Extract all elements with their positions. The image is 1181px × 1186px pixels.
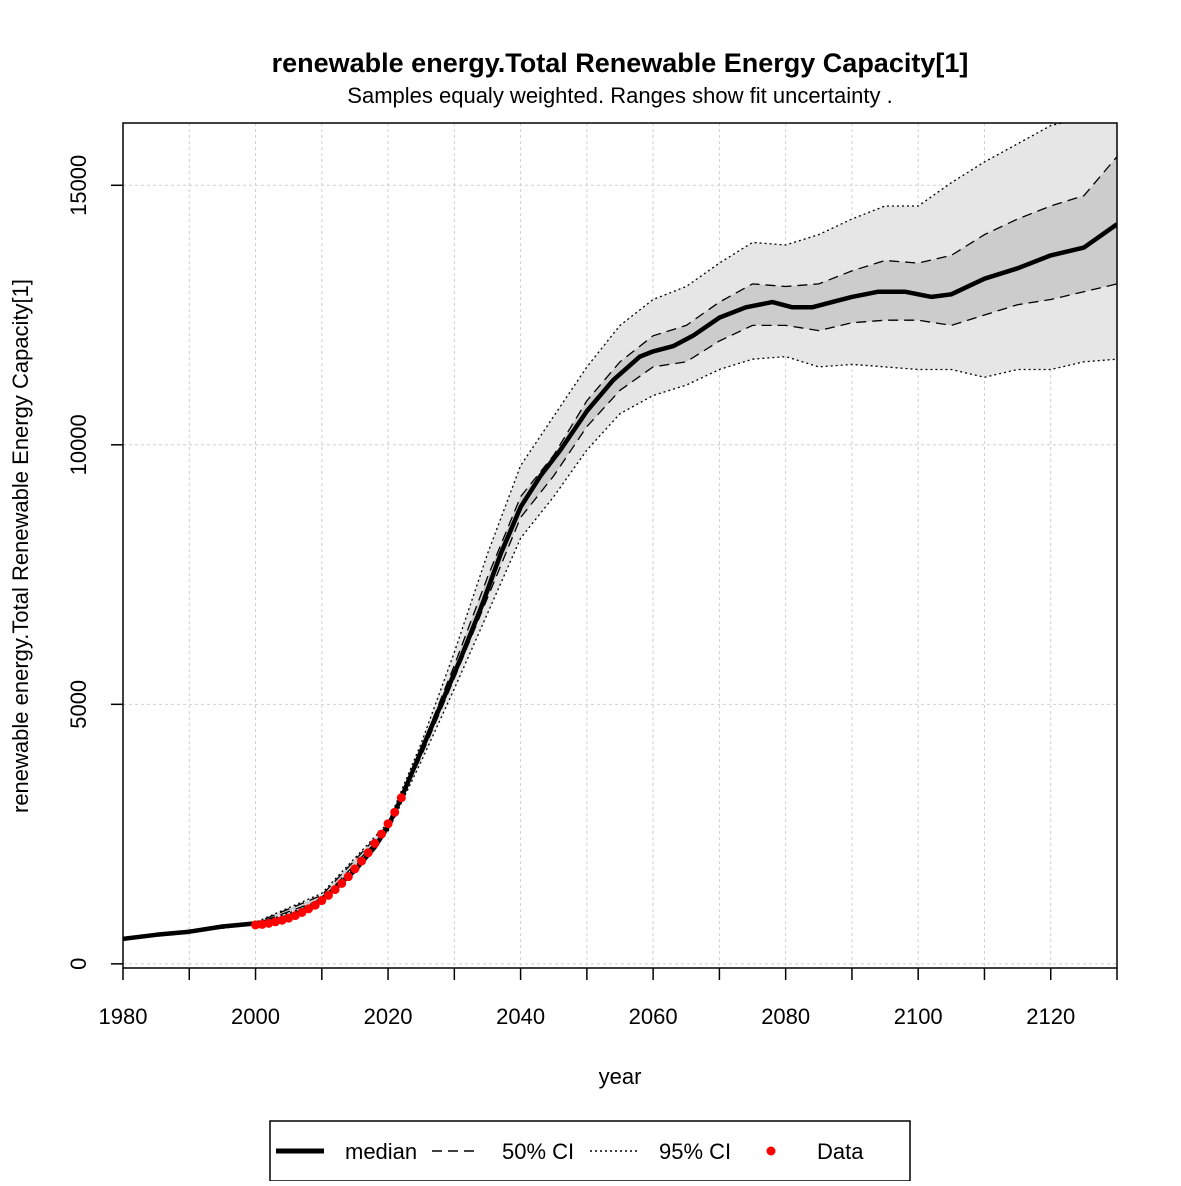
data-point xyxy=(337,878,347,888)
y-tick-label: 15000 xyxy=(66,155,91,216)
x-tick-label: 2020 xyxy=(364,1004,413,1029)
y-tick-label: 0 xyxy=(66,958,91,970)
x-tick-label: 2040 xyxy=(496,1004,545,1029)
data-point xyxy=(350,864,360,874)
x-axis-label: year xyxy=(599,1064,642,1089)
axes: 1980 2000 2020 2040 2060 2080 2100 2120 0 5000 100… xyxy=(66,122,1118,1029)
data-point xyxy=(310,900,320,910)
legend: median 50% CI 95% CI Data xyxy=(269,1120,911,1182)
data-point xyxy=(304,904,314,914)
data-point xyxy=(317,896,327,906)
plot-border xyxy=(122,122,1118,969)
legend-data-label: Data xyxy=(817,1139,864,1164)
ci95-band xyxy=(123,123,1117,940)
legend-median-label: median xyxy=(345,1139,417,1164)
legend-ci50-label: 50% CI xyxy=(502,1139,574,1164)
legend-data-swatch xyxy=(766,1146,776,1156)
x-tick-label: 2120 xyxy=(1026,1004,1075,1029)
data-point xyxy=(376,829,386,839)
data-point xyxy=(323,890,333,900)
chart-subtitle: Samples equaly weighted. Ranges show fit… xyxy=(347,83,892,108)
chart-title: renewable energy.Total Renewable Energy … xyxy=(272,48,969,78)
legend-ci95-label: 95% CI xyxy=(659,1139,731,1164)
ci50-band xyxy=(123,156,1117,940)
x-tick-label: 1980 xyxy=(99,1004,148,1029)
ci50-band-area xyxy=(123,156,1117,940)
data-points xyxy=(251,793,406,930)
data-point xyxy=(363,848,373,858)
data-point xyxy=(251,920,261,930)
x-tick-label: 2060 xyxy=(629,1004,678,1029)
data-point xyxy=(357,856,367,866)
ci95-lower-line xyxy=(123,355,1117,941)
x-tick-label: 2100 xyxy=(894,1004,943,1029)
data-point xyxy=(396,793,406,803)
data-point xyxy=(297,907,307,917)
x-tick-label: 2000 xyxy=(231,1004,280,1029)
data-point xyxy=(370,838,380,848)
data-point xyxy=(343,872,353,882)
ci95-band-area xyxy=(123,123,1117,940)
y-tick-label: 5000 xyxy=(66,680,91,729)
data-point xyxy=(330,885,340,895)
data-point xyxy=(383,819,393,829)
y-axis-label: renewable energy.Total Renewable Energy … xyxy=(8,279,33,813)
data-point xyxy=(257,919,267,929)
x-tick-label: 2080 xyxy=(761,1004,810,1029)
y-tick-label: 10000 xyxy=(66,414,91,475)
data-point xyxy=(390,807,400,817)
